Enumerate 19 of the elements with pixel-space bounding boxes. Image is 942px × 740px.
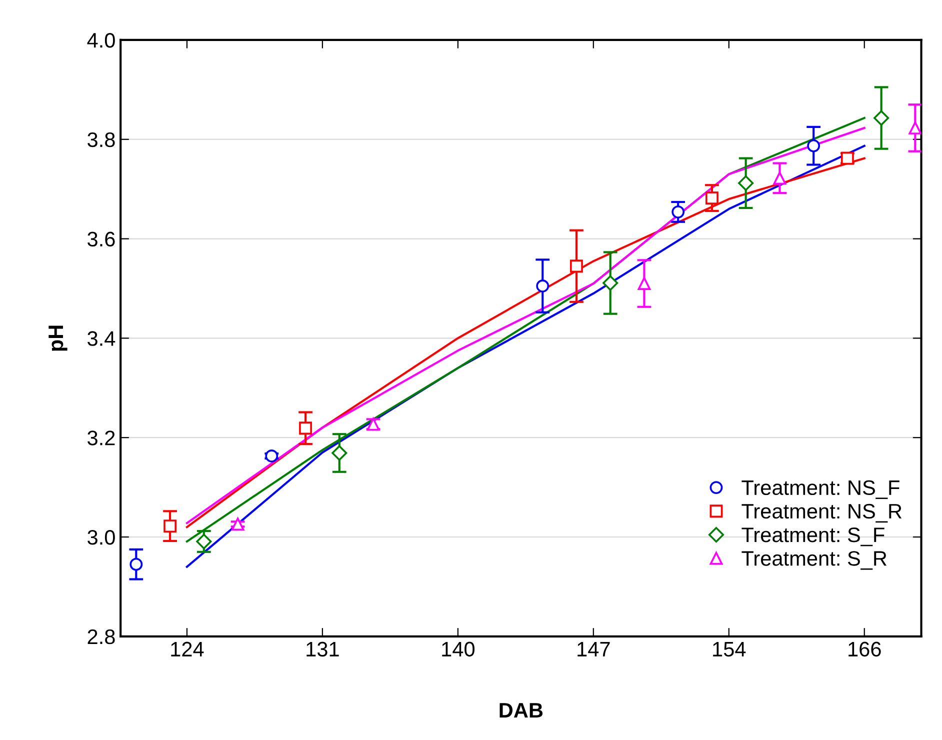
x-tick-label: 124 — [171, 642, 204, 656]
y-axis-title: pH — [48, 326, 68, 351]
legend-label: Treatment: S_R — [742, 551, 887, 570]
y-tick-label: 3.2 — [88, 430, 115, 446]
x-tick-label: 131 — [306, 642, 339, 657]
x-tick-label: 166 — [848, 642, 881, 657]
y-tick-label: 3.4 — [88, 331, 116, 346]
y-tick-label: 3.8 — [88, 132, 115, 148]
legend-label: Treatment: NS_F — [742, 480, 900, 499]
legend-label: Treatment: NS_R — [742, 504, 902, 523]
x-tick-label: 154 — [713, 642, 746, 657]
legend-label: Treatment: S_F — [742, 527, 884, 546]
y-tick-label: 3.0 — [88, 530, 115, 545]
y-tick-label: 2.8 — [88, 629, 115, 644]
y-tick-label: 3.6 — [88, 232, 115, 247]
x-axis-title: DAB — [500, 703, 543, 718]
x-tick-label: 147 — [578, 642, 610, 656]
x-tick-label: 140 — [442, 642, 474, 657]
y-tick-label: 4.0 — [87, 32, 115, 48]
